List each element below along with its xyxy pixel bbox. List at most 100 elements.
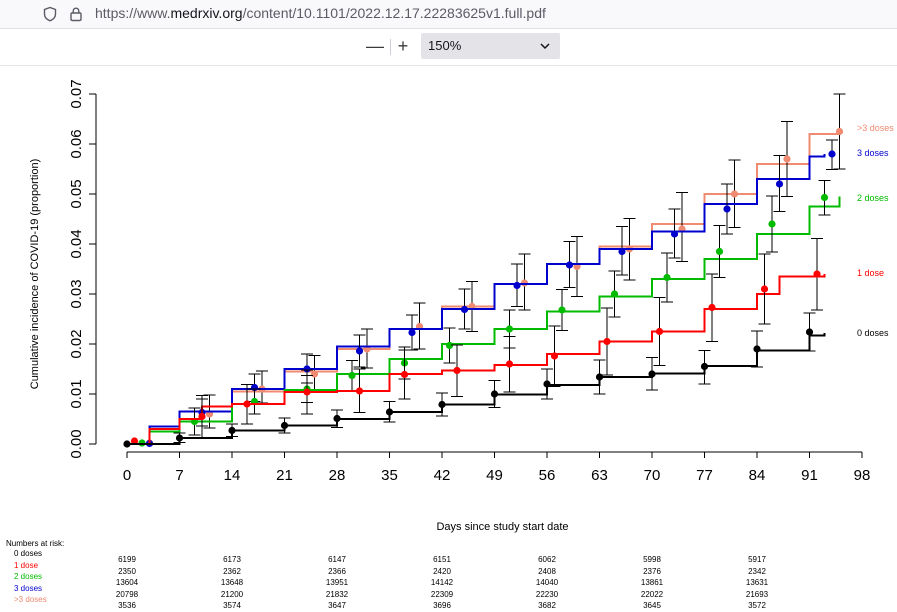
x-axis-label: Days since study start date (436, 521, 568, 533)
y-tick-label: 0.07 (68, 79, 85, 108)
data-point (775, 180, 784, 188)
y-tick-label: 0.04 (68, 229, 85, 258)
zoom-in-button[interactable]: + (397, 36, 409, 56)
data-point (768, 220, 776, 228)
url-prefix: https://www. (95, 5, 171, 21)
data-point (505, 325, 514, 333)
data-point (550, 352, 559, 360)
series-label: 0 doses (857, 328, 889, 338)
data-point (700, 362, 709, 371)
data-point (130, 437, 139, 445)
x-tick-label: 21 (276, 467, 293, 484)
pdf-toolbar: — + 150% (0, 29, 897, 66)
data-point (835, 127, 844, 136)
data-point (543, 380, 551, 388)
data-point (663, 273, 671, 282)
data-point (408, 328, 416, 337)
data-point (655, 327, 664, 336)
zoom-out-button[interactable]: — (366, 36, 384, 56)
data-point (198, 412, 206, 421)
data-point (708, 303, 716, 312)
data-point (460, 305, 469, 314)
pdf-page: 0 7 14 21 28 35 42 49 56 63 70 77 84 91 98 0.00 0.01 0.02… (0, 66, 897, 612)
step-line (127, 131, 841, 445)
data-point (670, 230, 679, 238)
lock-icon[interactable] (68, 6, 84, 27)
data-point (595, 373, 604, 381)
cumulative-incidence-chart: 0 7 14 21 28 35 42 49 56 63 70 77 84 91 98 0.00 0.01 0.02… (29, 79, 894, 533)
data-point (558, 306, 566, 314)
series-label: >3 doses (857, 123, 894, 133)
x-tick-label: 63 (591, 467, 608, 484)
x-tick-label: 56 (539, 467, 556, 484)
data-point (618, 247, 626, 256)
toolbar-divider (390, 39, 391, 55)
step-line (127, 196, 841, 445)
url-text[interactable]: https://www.medrxiv.org/content/10.1101/… (95, 5, 546, 21)
data-point (333, 414, 341, 423)
shield-icon[interactable] (42, 6, 58, 27)
data-point (303, 388, 311, 396)
series-2-doses: 2 doses (127, 180, 889, 447)
data-point (303, 365, 311, 373)
y-tick-label: 0.00 (68, 429, 85, 458)
x-tick-label: 70 (644, 467, 661, 484)
data-point (385, 408, 394, 416)
zoom-value: 150% (428, 38, 462, 53)
data-point (453, 366, 461, 375)
data-point (813, 270, 821, 278)
x-tick-label: 7 (175, 467, 183, 484)
x-tick-label: 42 (434, 467, 451, 484)
x-tick-label: 28 (329, 467, 346, 484)
data-point (490, 390, 499, 398)
series-0-doses: 0 doses (123, 312, 889, 448)
data-point (505, 360, 514, 368)
data-point (175, 434, 184, 442)
data-point (565, 261, 574, 269)
data-point (438, 400, 446, 409)
data-point (123, 440, 131, 448)
data-point (730, 190, 739, 198)
data-point (805, 328, 814, 336)
series-1-dose: 1 dose (127, 238, 884, 445)
step-line (127, 154, 826, 445)
series-label: 3 doses (857, 148, 889, 158)
address-bar[interactable]: https://www.medrxiv.org/content/10.1101/… (0, 0, 897, 29)
x-tick-label: 77 (696, 467, 713, 484)
y-tick-label: 0.02 (68, 329, 85, 358)
data-point (648, 370, 656, 378)
x-tick-label: 35 (381, 467, 398, 484)
data-point (400, 370, 409, 379)
data-point (610, 290, 619, 298)
y-tick-label: 0.05 (68, 179, 85, 208)
data-point (783, 155, 791, 163)
data-point (280, 421, 289, 430)
data-point (715, 247, 724, 256)
x-tick-label: 0 (123, 467, 131, 484)
data-point (348, 371, 356, 380)
x-tick-label: 91 (801, 467, 818, 484)
data-point (753, 345, 761, 353)
data-point (445, 341, 454, 350)
data-point (820, 193, 829, 202)
x-tick-label: 49 (486, 467, 503, 484)
chevron-down-icon (539, 39, 551, 57)
x-tick-label: 98 (854, 467, 871, 484)
y-tick-label: 0.01 (68, 379, 85, 408)
data-point (243, 400, 251, 408)
y-axis-label: Cumulative incidence of COVID-19 (propor… (29, 159, 41, 390)
y-tick-label: 0.06 (68, 129, 85, 158)
x-tick-label: 84 (749, 467, 766, 484)
series-label: 2 doses (857, 193, 889, 203)
data-point (310, 370, 319, 378)
y-tick-label: 0.03 (68, 279, 85, 308)
data-point (828, 150, 836, 158)
url-domain: medrxiv.org (170, 5, 243, 21)
data-point (228, 426, 236, 435)
x-tick-label: 14 (224, 467, 241, 484)
data-point (723, 205, 731, 213)
data-point (760, 285, 769, 293)
zoom-select[interactable]: 150% (421, 33, 560, 59)
data-point (603, 337, 611, 346)
data-point (355, 347, 364, 355)
